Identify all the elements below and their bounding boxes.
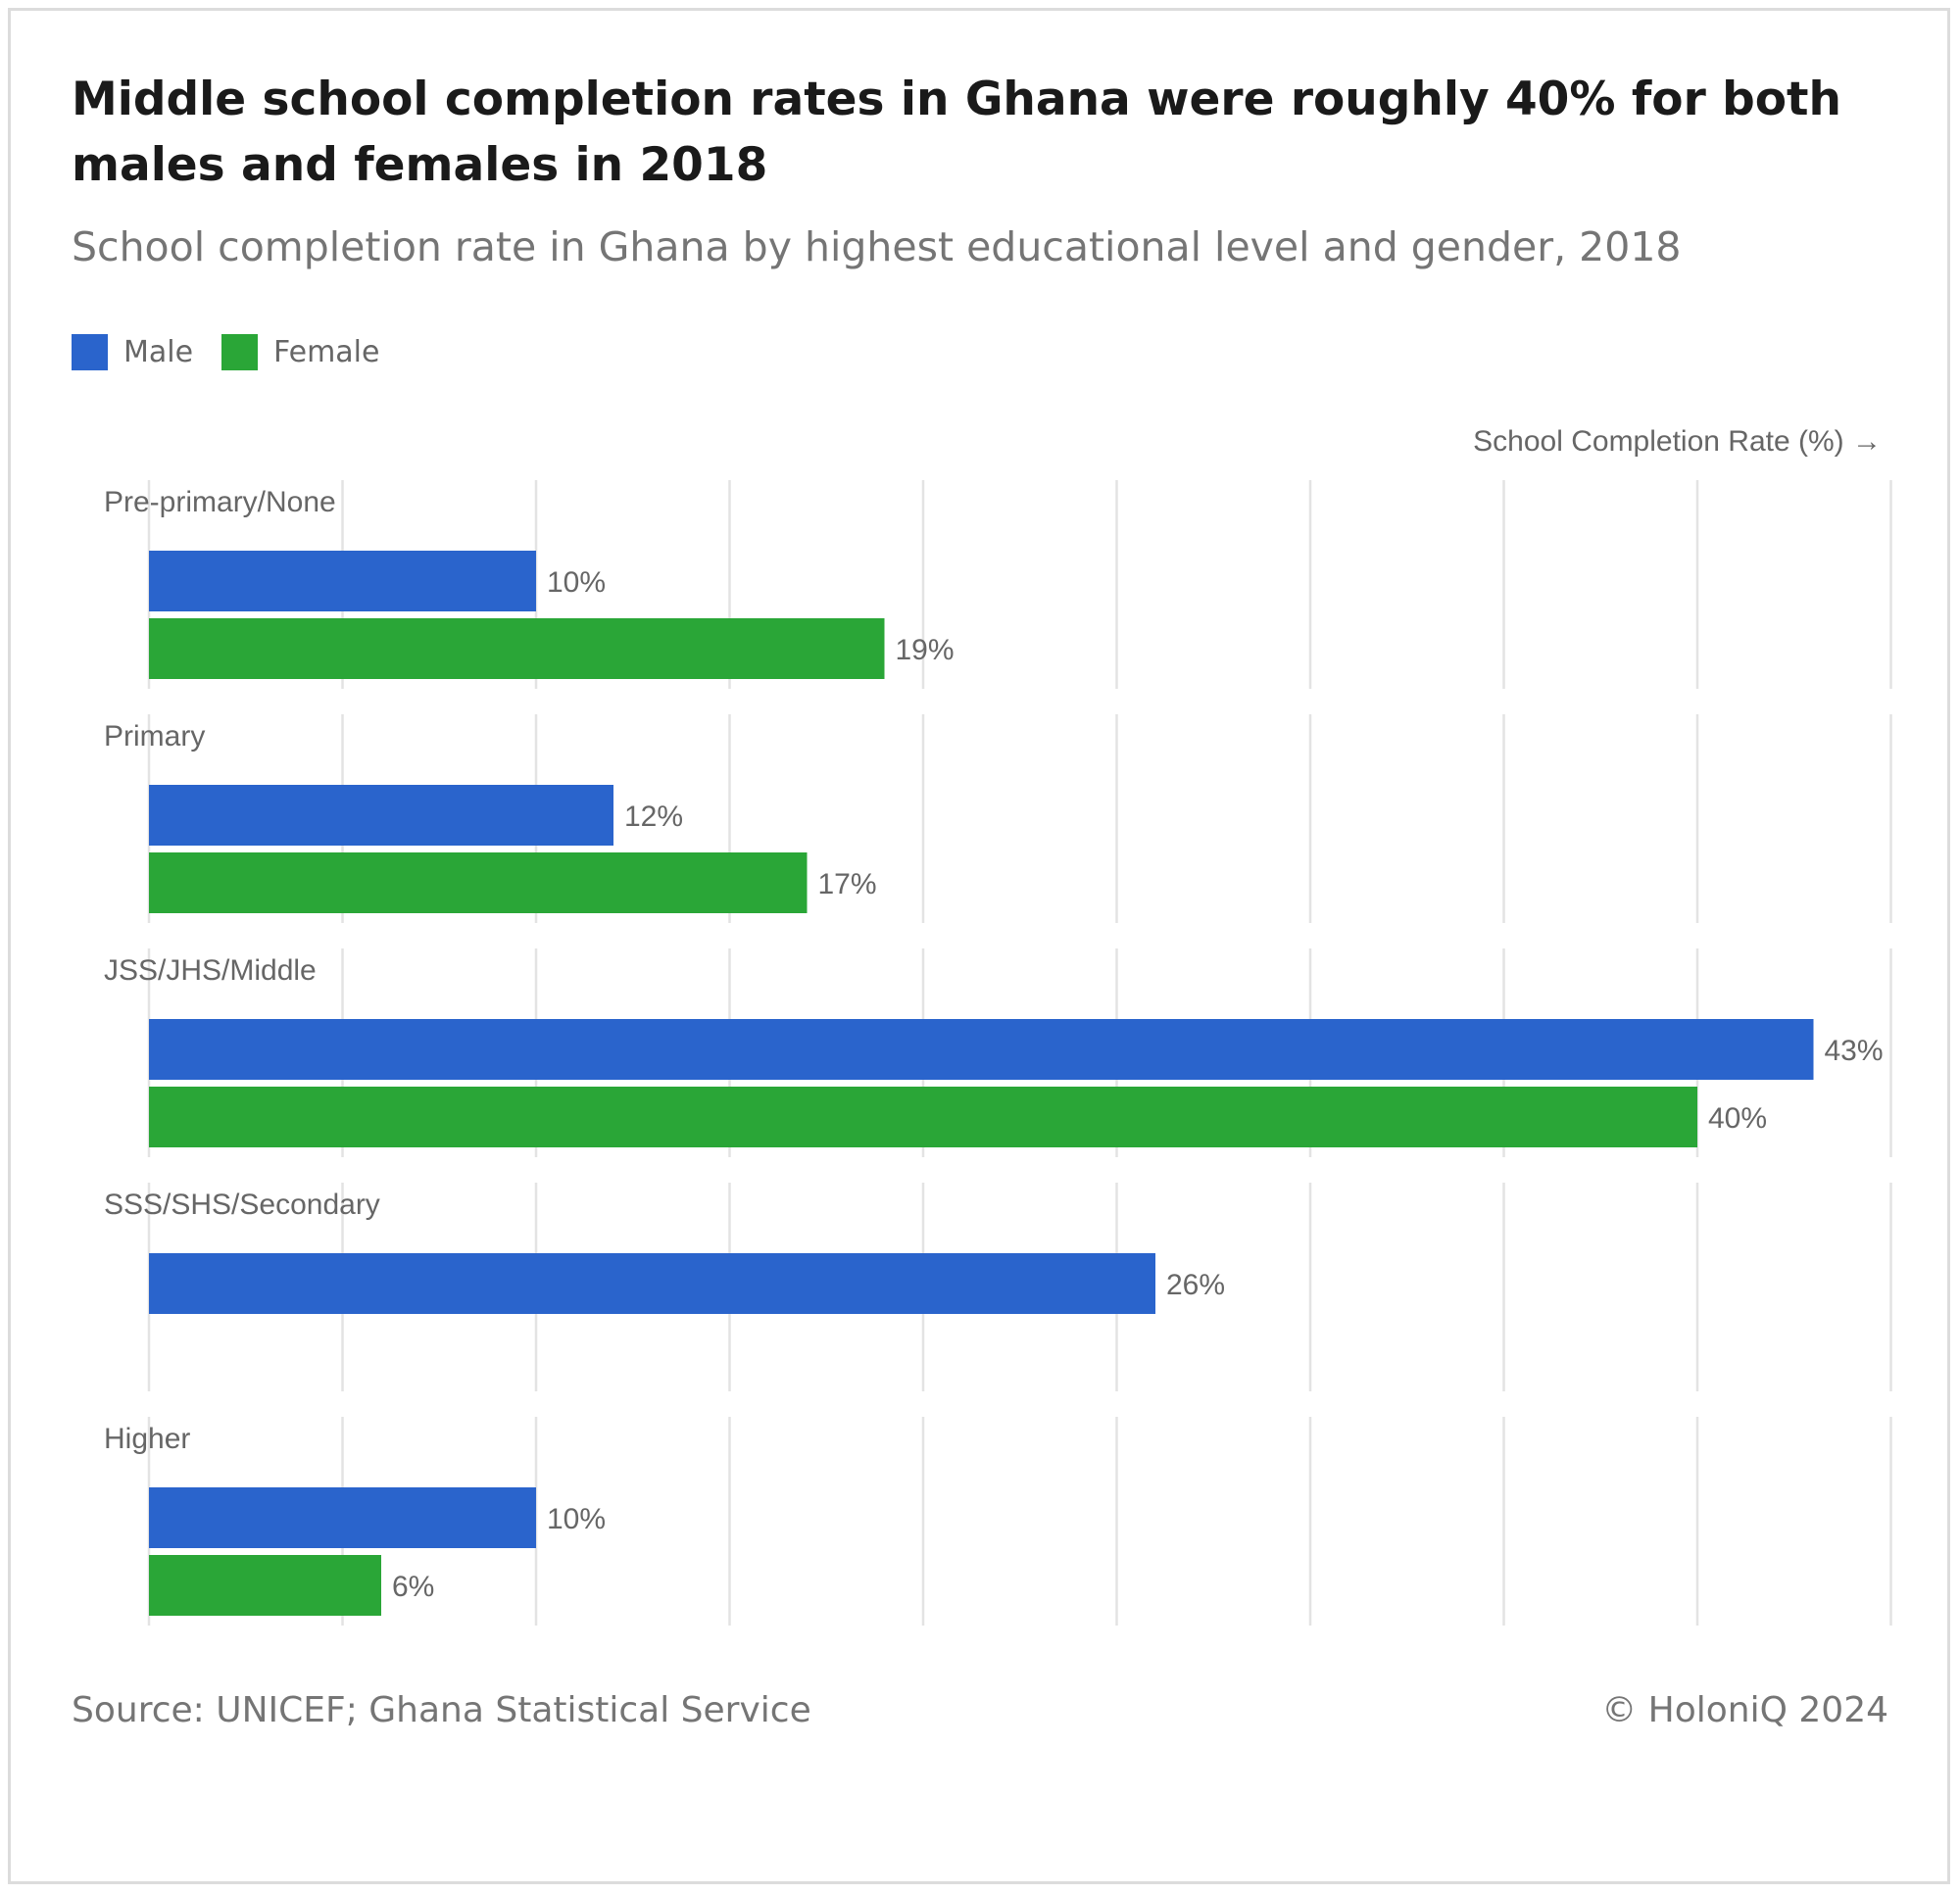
data-label: 40%	[1708, 1102, 1767, 1135]
x-axis-label: School Completion Rate (%) →	[1473, 425, 1882, 458]
female-bar	[149, 852, 808, 913]
female-bar	[149, 1555, 381, 1616]
data-label: 17%	[818, 868, 877, 900]
copyright-note: © HoloniQ 2024	[1601, 1690, 1888, 1730]
data-label: 26%	[1166, 1269, 1225, 1301]
category-label: Pre-primary/None	[104, 486, 336, 518]
data-label: 19%	[896, 634, 955, 666]
male-bar	[149, 1487, 536, 1548]
legend-label-male: Male	[123, 335, 194, 369]
category-label: SSS/SHS/Secondary	[104, 1189, 380, 1221]
female-bar	[149, 618, 885, 679]
legend-label-female: Female	[273, 335, 380, 369]
chart-subtitle: School completion rate in Ghana by highe…	[72, 223, 1682, 270]
male-bar	[149, 1253, 1155, 1314]
data-label: 6%	[392, 1571, 434, 1603]
data-label: 43%	[1825, 1035, 1884, 1067]
female-bar	[149, 1087, 1697, 1147]
bar-chart: School Completion Rate (%) → Pre-primary/…	[104, 425, 1892, 1626]
category-label: Higher	[104, 1423, 190, 1455]
data-label: 10%	[547, 1503, 606, 1535]
chart-title: Middle school completion rates in Ghana …	[72, 73, 1841, 192]
data-label: 12%	[624, 801, 683, 833]
legend-swatch-male	[72, 334, 108, 370]
category-label: Primary	[104, 720, 205, 753]
male-bar	[149, 551, 536, 611]
legend-swatch-female	[221, 334, 258, 370]
category-label: JSS/JHS/Middle	[104, 954, 317, 987]
male-bar	[149, 1019, 1814, 1080]
data-label: 10%	[547, 566, 606, 599]
male-bar	[149, 785, 613, 846]
source-note: Source: UNICEF; Ghana Statistical Servic…	[72, 1690, 811, 1730]
